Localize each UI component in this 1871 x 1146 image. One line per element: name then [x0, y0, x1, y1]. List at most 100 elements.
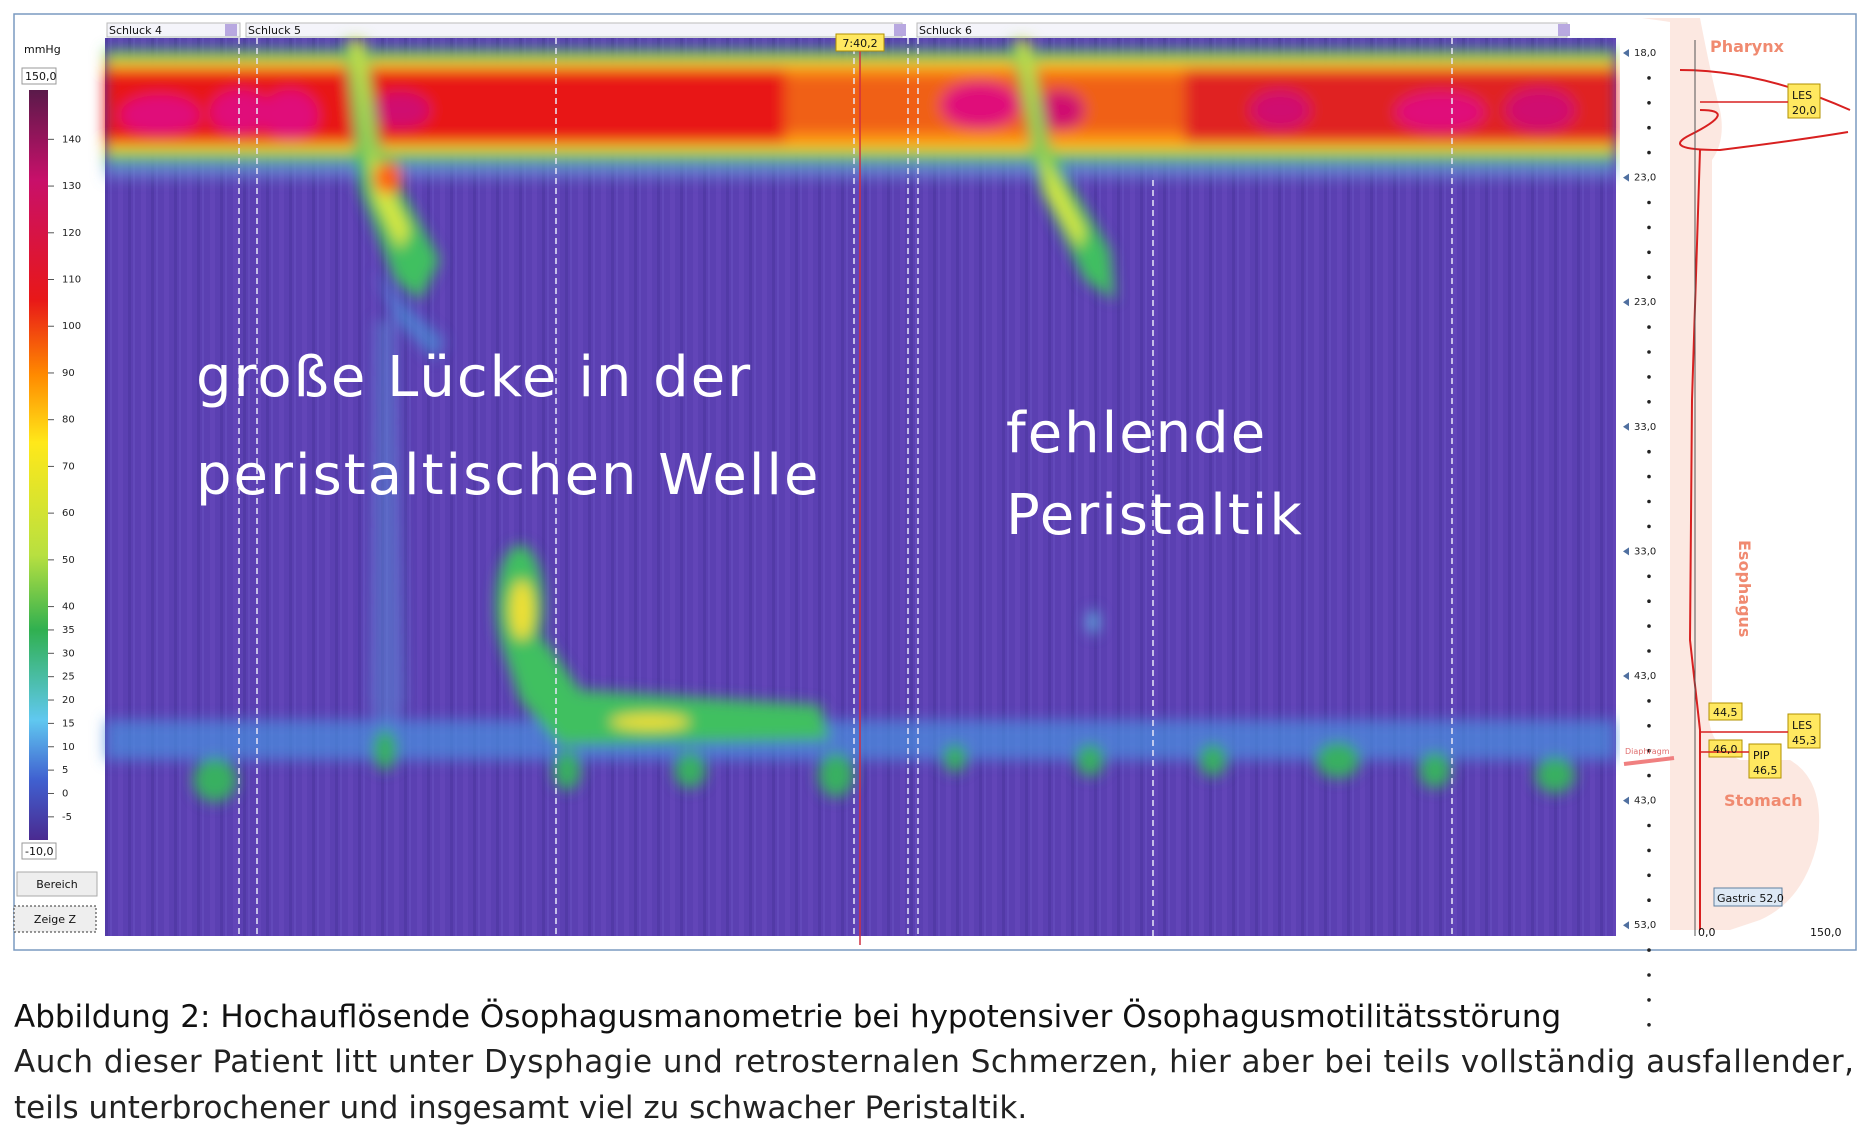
- sensor-dot: [1647, 898, 1651, 902]
- min-box: [21, 842, 57, 860]
- button[interactable]: [16, 871, 98, 897]
- pressure-zones-part-part: [1535, 757, 1575, 793]
- scale-label: 120: [62, 228, 81, 239]
- position-label: 33,0: [1634, 546, 1656, 557]
- marker-boxes-part: [1708, 702, 1743, 721]
- pressure-zones-part: [370, 92, 430, 128]
- pressure-zones-part-part: [373, 730, 397, 770]
- position-label: 43,0: [1634, 796, 1656, 807]
- label: mmHg: [24, 43, 61, 56]
- tab-icon: [225, 24, 237, 36]
- label: -10,0: [25, 845, 53, 858]
- pressure-zones-part: [1017, 40, 1085, 250]
- label: Schluck 6: [919, 24, 972, 37]
- marker-boxes-part: [1787, 713, 1821, 749]
- pressure-zones-part: [610, 714, 690, 730]
- scale-label: 20: [62, 695, 75, 706]
- sensor-dot: [1647, 1023, 1651, 1027]
- sensor-dot: [1647, 848, 1651, 853]
- sensor-dot: [1647, 76, 1651, 80]
- button[interactable]: [13, 905, 97, 933]
- position-arrow: [1623, 921, 1629, 930]
- sensor-dot: [1647, 649, 1651, 653]
- sensor-dot: [1647, 748, 1651, 753]
- label: LES: [1792, 719, 1812, 732]
- label: Diaphragm: [1625, 747, 1670, 756]
- scale-label: -5: [62, 812, 72, 823]
- sensor-dot: [1647, 574, 1651, 579]
- label: LES: [1792, 89, 1812, 102]
- label: PIP: [1753, 749, 1770, 762]
- scale-label: 10: [62, 742, 75, 753]
- positions: 18,0 23,0 23,0 33,0 33,0 43,0 43,0 53,0: [1623, 48, 1656, 1027]
- sensor-dot: [1647, 823, 1651, 828]
- sensor-dot: [1647, 474, 1651, 479]
- swallow-tab[interactable]: [916, 22, 1568, 38]
- pressure-zones-part-part: [1316, 742, 1360, 778]
- gastric-box: [1713, 887, 1783, 907]
- sensor-dot: [1647, 225, 1651, 230]
- position-arrow: [1623, 672, 1629, 680]
- pressure-zones-part-part: [553, 750, 581, 790]
- pressure-zones-part-part: [818, 753, 854, 797]
- tab-icon: [894, 24, 906, 36]
- marker-boxes-part: [1748, 743, 1782, 779]
- sensor-dot: [1647, 125, 1651, 130]
- pressure-zones-part-part: [1076, 744, 1104, 776]
- sensor-dot: [1647, 150, 1651, 155]
- position-label: 43,0: [1634, 671, 1656, 682]
- sensor-dot: [1647, 200, 1651, 205]
- scale-label: 0: [62, 788, 68, 799]
- position-arrow: [1623, 173, 1629, 182]
- sensor-panel: 18,0 23,0 23,0 33,0 33,0 43,0 43,0 53,0 Pharynx…: [1620, 18, 1854, 1027]
- pressure-zones-part: [345, 40, 440, 300]
- sensor-dot: [1647, 449, 1651, 454]
- color-bar: [29, 90, 48, 840]
- label: große Lücke in der: [196, 345, 752, 410]
- sensor-dot: [1647, 524, 1651, 529]
- sensor-dot: [1647, 350, 1651, 354]
- label: 45,3: [1792, 734, 1817, 747]
- sensor-dot: [1647, 973, 1651, 977]
- scale-label: 25: [62, 672, 75, 683]
- sensor-dot: [1647, 998, 1651, 1002]
- event-lines: [238, 38, 1453, 936]
- position-label: 23,0: [1634, 173, 1656, 184]
- position-arrow: [1623, 49, 1629, 57]
- button-label[interactable]: Bereich: [36, 878, 77, 891]
- label: 46,0: [1713, 743, 1738, 756]
- label: Peristaltik: [1006, 483, 1304, 548]
- scale-label: 35: [62, 625, 75, 636]
- sensor-dot: [1647, 699, 1651, 703]
- pressure-zones-part: [210, 90, 270, 134]
- label: Abbildung 2: Hochauflösende Ösophagusman…: [14, 998, 1561, 1035]
- position-arrow: [1623, 796, 1629, 805]
- scale-label: 80: [62, 415, 75, 426]
- marker-boxes-part: [1787, 83, 1821, 119]
- position-label: 18,0: [1634, 48, 1656, 59]
- swallow-tab[interactable]: [106, 22, 241, 38]
- scale-label: 100: [62, 321, 81, 332]
- label: 150,0: [25, 70, 57, 83]
- swallow-tab[interactable]: [245, 22, 903, 38]
- pressure-heatmap: 7:40,2 große Lücke in der peristaltische…: [105, 33, 1616, 945]
- label: 20,0: [1792, 104, 1817, 117]
- label: 46,5: [1753, 764, 1778, 777]
- pressure-zones-part: [1035, 90, 1085, 130]
- button-label[interactable]: Zeige Z: [34, 913, 77, 926]
- pressure-zones-part: [510, 580, 534, 640]
- position-arrow: [1623, 547, 1629, 556]
- label: teils unterbrochener und insgesamt viel …: [14, 1090, 1027, 1126]
- sensor-dot: [1647, 724, 1651, 728]
- scale-label: 40: [62, 602, 75, 613]
- pressure-zones-part: [1087, 610, 1099, 634]
- pressure-zones-part: [350, 40, 410, 250]
- pressure-zones-part: [1505, 88, 1575, 132]
- caption: Abbildung 2: Hochauflösende Ösophagusman…: [14, 998, 1854, 1126]
- scale-label: 140: [62, 134, 81, 145]
- label: 44,5: [1713, 706, 1738, 719]
- label: 7:40,2: [842, 37, 877, 50]
